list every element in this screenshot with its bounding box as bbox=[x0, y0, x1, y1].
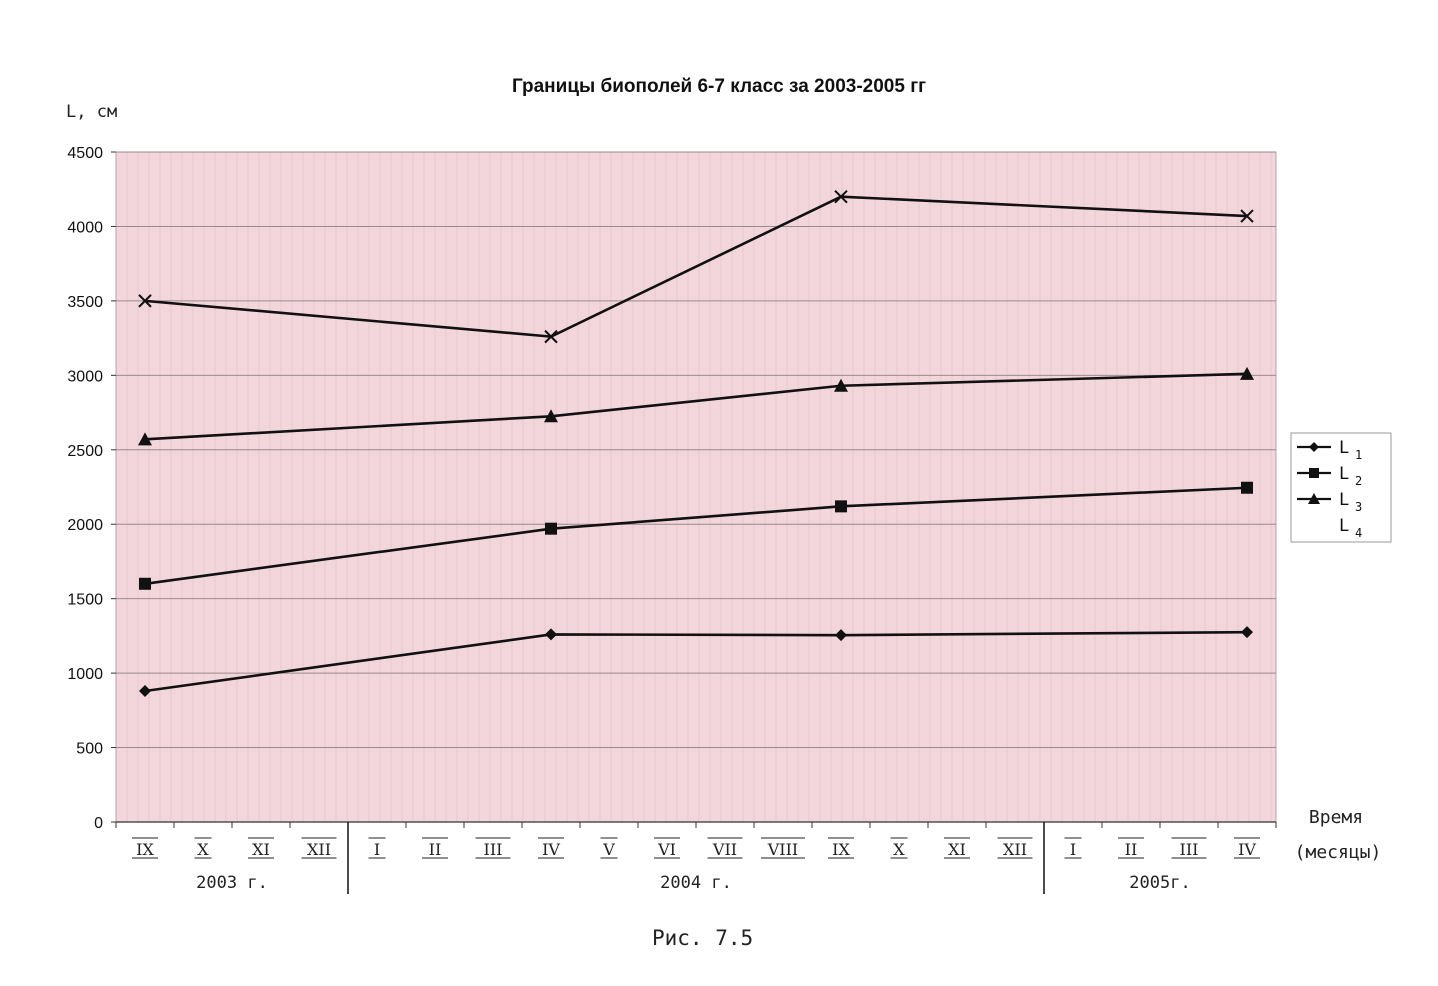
data-point bbox=[545, 628, 557, 641]
data-point bbox=[138, 294, 152, 308]
series-L1 bbox=[139, 626, 1253, 697]
y-axis-ticks: 0 500 1000 1500 2000 2500 3000 3500 4000 4500 bbox=[67, 145, 116, 832]
legend-label: L bbox=[1339, 464, 1349, 484]
x-tick-label: IV bbox=[1238, 840, 1256, 859]
data-point bbox=[1240, 366, 1254, 380]
x-tick-label: I bbox=[1070, 840, 1076, 859]
x-marker-stroke bbox=[138, 294, 152, 308]
x-tick-label: V bbox=[602, 840, 615, 859]
y-tick-label: 2500 bbox=[67, 443, 103, 460]
legend-label: L bbox=[1339, 516, 1349, 536]
y-tick-label: 4500 bbox=[67, 145, 103, 162]
x-tick-label: I bbox=[374, 840, 380, 859]
series-line bbox=[144, 486, 1248, 586]
x-tick-label: XI bbox=[252, 840, 270, 859]
x-tick-label: XI bbox=[948, 840, 966, 859]
y-tick-label: 3500 bbox=[67, 294, 103, 311]
x-axis-label-months: (месяцы) bbox=[1295, 842, 1382, 863]
legend: L 1L 2L 3L 4 bbox=[1290, 432, 1392, 543]
y-tick-label: 500 bbox=[76, 741, 103, 758]
year-label: 2005г. bbox=[1129, 873, 1190, 893]
y-tick-label: 2000 bbox=[67, 517, 103, 534]
legend-marker bbox=[1308, 493, 1320, 504]
year-label: 2003 г. bbox=[196, 873, 268, 893]
series-line bbox=[144, 195, 1248, 338]
data-point bbox=[544, 409, 558, 423]
data-point bbox=[834, 189, 848, 204]
x-tick-label: VI bbox=[657, 840, 676, 859]
series-line bbox=[144, 630, 1248, 693]
x-marker-stroke bbox=[544, 329, 558, 344]
legend-box bbox=[1290, 432, 1392, 543]
data-point bbox=[138, 432, 152, 446]
chart-title: Границы биополей 6-7 класс за 2003-2005 … bbox=[512, 76, 926, 97]
legend-subscript: 2 bbox=[1355, 474, 1362, 488]
legend-label: L bbox=[1339, 438, 1349, 458]
year-label: 2004 г. bbox=[660, 873, 732, 893]
year-groups: 2003 г. 2004 г. 2005г. bbox=[196, 822, 1191, 894]
legend-label: L bbox=[1339, 490, 1349, 510]
x-tick-label: II bbox=[1125, 840, 1138, 859]
data-point bbox=[139, 577, 151, 590]
x-tick-label: IX bbox=[136, 840, 154, 859]
x-tick-label: II bbox=[429, 840, 442, 859]
x-tick-label: IX bbox=[832, 840, 850, 859]
legend-marker bbox=[1309, 468, 1319, 478]
data-point bbox=[545, 522, 557, 535]
series-L2 bbox=[139, 481, 1253, 590]
x-tick-label: VII bbox=[712, 840, 737, 859]
data-point bbox=[834, 378, 848, 392]
data-point bbox=[835, 629, 847, 642]
x-axis-label-time: Время bbox=[1309, 807, 1363, 828]
y-tick-label: 0 bbox=[94, 815, 103, 832]
legend-subscript: 3 bbox=[1355, 500, 1362, 514]
data-point bbox=[1240, 209, 1254, 223]
series-group bbox=[138, 189, 1254, 697]
series-line bbox=[144, 372, 1248, 441]
data-point bbox=[139, 684, 151, 697]
plot-area bbox=[115, 151, 1277, 823]
series-L4 bbox=[138, 189, 1254, 344]
x-tick-label: X bbox=[197, 840, 209, 859]
y-axis-label: L, см bbox=[66, 102, 117, 122]
legend-subscript: 4 bbox=[1355, 526, 1362, 540]
x-tick-label: XII bbox=[307, 840, 331, 859]
y-tick-label: 3000 bbox=[67, 368, 103, 385]
y-tick-label: 1500 bbox=[67, 592, 103, 609]
x-tick-label: VIII bbox=[767, 840, 799, 859]
horizontal-gridlines bbox=[116, 151, 1276, 823]
x-tick-label: III bbox=[1180, 840, 1199, 859]
x-tick-label: IV bbox=[542, 840, 560, 859]
x-marker-stroke bbox=[834, 189, 848, 204]
x-tick-label: III bbox=[484, 840, 503, 859]
data-point bbox=[1241, 481, 1253, 494]
x-marker-stroke bbox=[1240, 209, 1254, 223]
legend-subscript: 1 bbox=[1355, 448, 1362, 462]
x-axis-ticks: IX X XI XII I II III IV V VI VII VIII IX X XI XII I II III… bbox=[115, 821, 1277, 859]
y-tick-label: 4000 bbox=[67, 219, 103, 236]
data-point bbox=[1241, 626, 1253, 639]
series-L3 bbox=[138, 366, 1254, 446]
data-point bbox=[835, 500, 847, 513]
legend-marker bbox=[1309, 442, 1319, 452]
x-tick-label: XII bbox=[1003, 840, 1027, 859]
y-tick-label: 1000 bbox=[67, 666, 103, 683]
figure-caption: Рис. 7.5 bbox=[652, 926, 753, 950]
data-point bbox=[544, 329, 558, 344]
vertical-gridlines bbox=[126, 152, 1272, 822]
x-tick-label: X bbox=[893, 840, 905, 859]
